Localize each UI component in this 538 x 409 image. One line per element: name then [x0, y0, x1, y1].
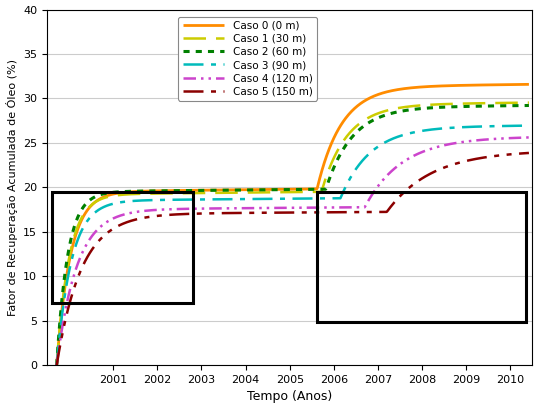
Y-axis label: Fator de Recuperação Acumulada de Óleo (%): Fator de Recuperação Acumulada de Óleo (…: [5, 59, 18, 316]
Caso 5 (150 m): [355, 210, 361, 215]
Caso 1 (30 m): [460, 101, 466, 106]
Line: Caso 1 (30 m): Caso 1 (30 m): [56, 103, 529, 365]
Caso 4 (120 m): [526, 135, 532, 140]
Caso 2 (60 m): [53, 363, 60, 368]
Caso 2 (60 m): [526, 103, 532, 108]
Caso 0 (0 m): [412, 85, 418, 90]
Caso 5 (150 m): [328, 210, 334, 215]
Caso 2 (60 m): [82, 202, 89, 207]
Caso 2 (60 m): [328, 172, 334, 177]
Caso 5 (150 m): [82, 258, 89, 263]
Bar: [52, 192, 194, 303]
Caso 4 (120 m): [82, 244, 89, 249]
Caso 1 (30 m): [82, 209, 89, 214]
Line: Caso 2 (60 m): Caso 2 (60 m): [56, 106, 529, 365]
X-axis label: Tempo (Anos): Tempo (Anos): [247, 391, 332, 403]
Caso 3 (90 m): [82, 221, 89, 226]
Caso 4 (120 m): [355, 205, 361, 210]
Caso 0 (0 m): [53, 363, 60, 368]
Line: Caso 5 (150 m): Caso 5 (150 m): [56, 153, 529, 365]
Caso 3 (90 m): [526, 123, 532, 128]
Line: Caso 0 (0 m): Caso 0 (0 m): [56, 84, 529, 365]
Caso 0 (0 m): [526, 82, 532, 87]
Line: Caso 4 (120 m): Caso 4 (120 m): [56, 137, 529, 365]
Caso 5 (150 m): [526, 151, 532, 155]
Caso 5 (150 m): [460, 159, 466, 164]
Caso 2 (60 m): [412, 107, 418, 112]
Caso 4 (120 m): [412, 153, 418, 158]
Caso 3 (90 m): [53, 363, 60, 368]
Caso 1 (30 m): [328, 162, 334, 167]
Bar: [317, 192, 526, 322]
Caso 3 (90 m): [412, 130, 418, 135]
Caso 4 (120 m): [340, 205, 346, 210]
Caso 0 (0 m): [82, 210, 89, 215]
Caso 0 (0 m): [460, 83, 466, 88]
Legend: Caso 0 (0 m), Caso 1 (30 m), Caso 2 (60 m), Caso 3 (90 m), Caso 4 (120 m), Caso : Caso 0 (0 m), Caso 1 (30 m), Caso 2 (60 …: [179, 16, 316, 101]
Caso 3 (90 m): [328, 196, 334, 201]
Caso 0 (0 m): [355, 103, 361, 108]
Caso 5 (150 m): [53, 363, 60, 368]
Caso 1 (30 m): [53, 363, 60, 368]
Caso 4 (120 m): [460, 139, 466, 144]
Caso 2 (60 m): [340, 146, 346, 151]
Caso 3 (90 m): [460, 125, 466, 130]
Caso 2 (60 m): [460, 104, 466, 109]
Caso 3 (90 m): [340, 189, 346, 194]
Caso 4 (120 m): [328, 205, 334, 210]
Caso 5 (150 m): [340, 210, 346, 215]
Caso 1 (30 m): [355, 123, 361, 128]
Caso 4 (120 m): [53, 363, 60, 368]
Caso 1 (30 m): [526, 100, 532, 105]
Caso 5 (150 m): [412, 181, 418, 186]
Line: Caso 3 (90 m): Caso 3 (90 m): [56, 126, 529, 365]
Caso 1 (30 m): [340, 139, 346, 144]
Caso 0 (0 m): [340, 119, 346, 124]
Caso 0 (0 m): [328, 142, 334, 147]
Caso 1 (30 m): [412, 103, 418, 108]
Caso 3 (90 m): [355, 164, 361, 169]
Caso 2 (60 m): [355, 129, 361, 134]
